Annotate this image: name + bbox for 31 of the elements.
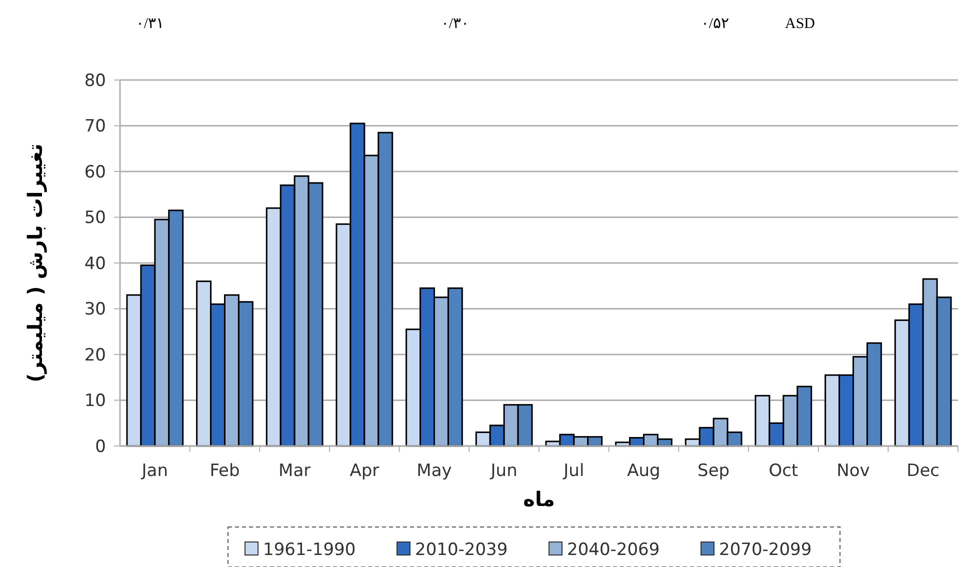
legend-label: 2040-2069 xyxy=(567,540,660,560)
legend-label: 2070-2099 xyxy=(719,540,812,560)
y-tick-label: 50 xyxy=(84,208,106,228)
x-tick-label: Dec xyxy=(906,461,940,481)
y-axis-title: تغییرات بارش ( میلیمتر) xyxy=(23,144,47,382)
y-tick-label: 80 xyxy=(84,70,106,91)
x-tick-label: Nov xyxy=(836,461,870,481)
y-tick-label: 40 xyxy=(84,254,106,274)
x-axis-title: ماه xyxy=(523,487,555,511)
legend-label: 2010-2039 xyxy=(415,540,508,560)
x-tick-label: Oct xyxy=(768,461,798,481)
y-tick-label: 30 xyxy=(84,300,106,320)
x-tick-label: Feb xyxy=(210,461,240,481)
y-tick-label: 60 xyxy=(84,162,106,182)
text: ۰/۳۰ xyxy=(440,16,470,32)
x-tick-label: Jun xyxy=(490,461,518,481)
text: ۰/۵۲ xyxy=(700,16,730,32)
x-tick-label: May xyxy=(416,461,452,481)
y-tick-label: 20 xyxy=(84,345,106,366)
x-tick-label: Mar xyxy=(278,461,311,481)
x-tick-label: Jan xyxy=(140,461,168,481)
y-tick-label: 10 xyxy=(84,391,106,412)
y-tick-label: 0 xyxy=(95,436,106,457)
x-tick-label: Apr xyxy=(350,461,380,481)
text: ASD xyxy=(784,16,816,32)
x-tick-label: Sep xyxy=(698,461,730,481)
x-tick-label: Jul xyxy=(562,461,584,481)
text: ۰/۳۱ xyxy=(136,16,164,32)
y-tick-label: 70 xyxy=(84,116,106,137)
x-tick-label: Aug xyxy=(627,461,660,481)
legend-label: 1961-1990 xyxy=(263,540,356,560)
